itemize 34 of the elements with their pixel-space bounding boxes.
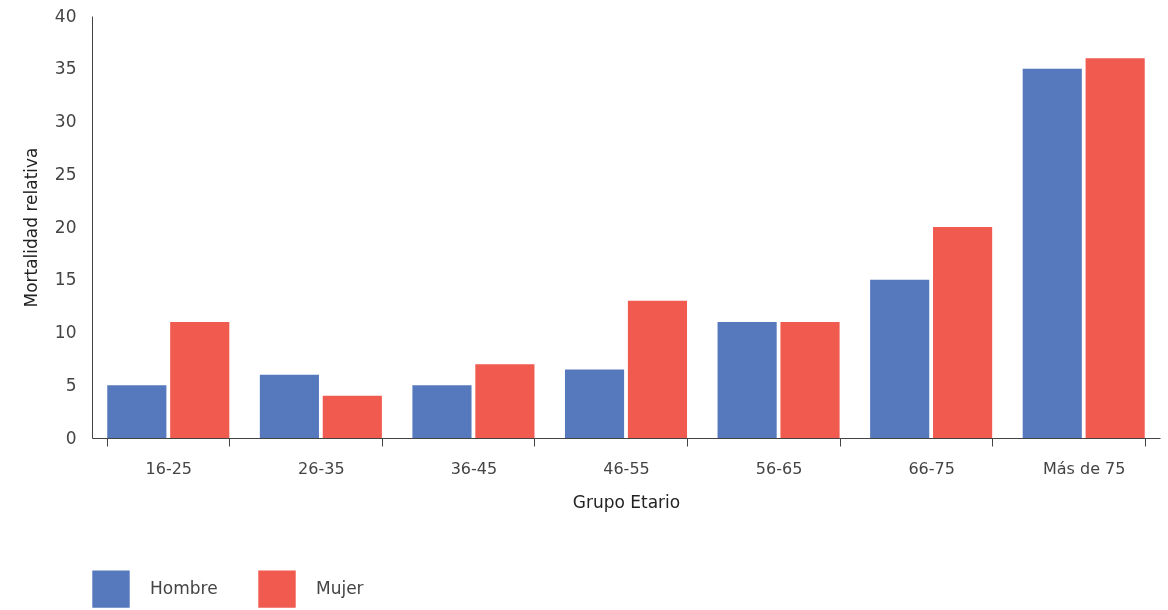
x-tick-label: 66-75: [908, 458, 955, 478]
bar: [412, 385, 472, 438]
y-tick-label: 0: [65, 427, 77, 448]
y-tick-label: 15: [54, 269, 77, 290]
bar: [564, 369, 625, 438]
x-tick-label: 56-65: [755, 458, 803, 478]
x-axis-title: Grupo Etario: [572, 491, 681, 512]
y-tick-label: 40: [54, 5, 77, 26]
bar: [170, 321, 230, 438]
y-tick-label: 25: [54, 163, 77, 184]
x-tick-label: 36-45: [450, 458, 498, 478]
bar: [107, 385, 167, 438]
bar: [717, 321, 777, 438]
bar: [259, 374, 319, 438]
bar: [1085, 58, 1145, 438]
legend-label: Hombre: [150, 578, 218, 599]
y-tick-label: 10: [54, 322, 77, 342]
y-tick-label: 5: [65, 374, 77, 395]
bar: [870, 279, 930, 438]
y-tick-label: 35: [54, 58, 77, 79]
x-tick-label: 26-35: [298, 458, 345, 478]
y-axis-title: Mortalidad relativa: [20, 147, 41, 308]
bar: [1022, 68, 1082, 438]
bar: [475, 364, 535, 438]
y-tick-label: 20: [54, 216, 77, 237]
legend-label: Mujer: [316, 578, 364, 599]
y-tick-label: 30: [54, 111, 77, 131]
bar: [322, 395, 382, 438]
x-tick-label: 46-55: [603, 458, 650, 478]
bar: [627, 300, 688, 438]
x-tick-label: 16-25: [145, 458, 193, 478]
x-tick-label: Más de 75: [1042, 458, 1126, 478]
bar: [780, 321, 840, 438]
bar: [933, 227, 993, 438]
